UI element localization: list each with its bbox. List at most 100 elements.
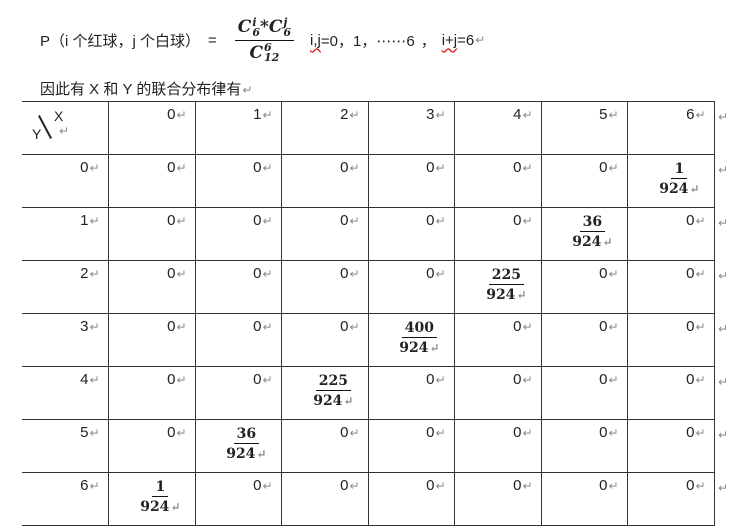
probability-fraction: 225 924↵ bbox=[486, 267, 526, 304]
cell-value: 0↵ bbox=[599, 159, 619, 176]
paragraph-mark: ↵ bbox=[256, 447, 267, 461]
cell-value: 0↵ bbox=[426, 424, 446, 441]
paragraph-mark: ↵ bbox=[176, 267, 187, 281]
paragraph-mark: ↵ bbox=[522, 214, 533, 228]
table-cell: 0↵ bbox=[626, 419, 715, 473]
paragraph-mark: ↵ bbox=[435, 373, 446, 387]
row-end-mark: ↵ bbox=[718, 215, 729, 230]
paragraph-mark: ↵ bbox=[516, 288, 527, 302]
paragraph-mark: ↵ bbox=[435, 426, 446, 440]
probability-fraction: 1 924↵ bbox=[659, 161, 699, 198]
table-cell: 0↵ bbox=[540, 313, 628, 367]
paragraph-mark: ↵ bbox=[695, 214, 706, 228]
table-cell: 36 924↵ bbox=[540, 207, 628, 261]
table-row: 2↵ 0↵ 0↵ 0↵ 0↵ 225 924↵ 0↵ 0↵ bbox=[22, 260, 715, 314]
paragraph-mark: ↵ bbox=[435, 108, 446, 122]
table-cell: 1 924↵ bbox=[626, 154, 715, 208]
row-end-mark: ↵ bbox=[718, 268, 729, 283]
condition-vars: i,j bbox=[310, 31, 321, 49]
table-cell: 0↵ bbox=[453, 154, 542, 208]
paragraph-mark: ↵ bbox=[608, 267, 619, 281]
paragraph-mark: ↵ bbox=[689, 182, 700, 196]
cell-value: 0↵ bbox=[167, 106, 187, 123]
paragraph-mark: ↵ bbox=[522, 373, 533, 387]
paragraph-mark: ↵ bbox=[695, 267, 706, 281]
cell-value: 0↵ bbox=[340, 265, 360, 282]
table-cell: 0↵ bbox=[367, 207, 455, 261]
fraction-numerator: 1 bbox=[671, 161, 688, 179]
table-cell: 0↵ bbox=[453, 419, 542, 473]
row-header: 2↵ bbox=[22, 260, 109, 314]
paragraph-mark: ↵ bbox=[608, 373, 619, 387]
table-cell: 0↵ bbox=[280, 154, 369, 208]
paragraph-mark: ↵ bbox=[349, 267, 360, 281]
cell-value: 0↵ bbox=[253, 318, 273, 335]
cell-value: 0↵ bbox=[426, 159, 446, 176]
paragraph-mark: ↵ bbox=[608, 320, 619, 334]
cell-value: 0↵ bbox=[599, 371, 619, 388]
row-end-mark: ↵ bbox=[718, 321, 729, 336]
paragraph-mark: ↵ bbox=[429, 341, 440, 355]
cell-value: 5↵ bbox=[599, 106, 619, 123]
paragraph-mark: ↵ bbox=[262, 320, 273, 334]
cell-value: 0↵ bbox=[340, 477, 360, 494]
column-header: 2↵ bbox=[280, 101, 369, 155]
table-cell: 0↵ bbox=[626, 313, 715, 367]
paragraph-mark: ↵ bbox=[89, 373, 100, 387]
table-cell: 0↵ bbox=[453, 366, 542, 420]
table-cell: 0↵ bbox=[453, 313, 542, 367]
table-cell: 0↵ bbox=[280, 419, 369, 473]
table-cell: 0↵ bbox=[194, 313, 282, 367]
fraction-denominator: 924↵ bbox=[140, 499, 181, 515]
cell-value: 0↵ bbox=[253, 159, 273, 176]
paragraph-mark: ↵ bbox=[262, 373, 273, 387]
table-cell: 0↵ bbox=[194, 260, 282, 314]
table-row: 6↵ 1 924↵ 0↵ 0↵ 0↵ 0↵ 0↵ 0↵ bbox=[22, 472, 715, 526]
cell-value: 0↵ bbox=[513, 371, 533, 388]
cell-value: 0↵ bbox=[513, 212, 533, 229]
cell-value: 0↵ bbox=[426, 371, 446, 388]
row-end-mark: ↵ bbox=[718, 374, 729, 389]
cell-value: 6↵ bbox=[686, 106, 706, 123]
condition-range: =0，1，⋯⋯6 bbox=[320, 32, 415, 50]
column-header: 6↵ bbox=[626, 101, 715, 155]
y-axis-label: Y bbox=[32, 126, 42, 142]
table-row: 0↵ 0↵ 0↵ 0↵ 0↵ 0↵ 0↵ 1 924↵ bbox=[22, 154, 715, 208]
paragraph-mark: ↵ bbox=[435, 267, 446, 281]
header-row: X Y ↵ 0↵ 1↵ 2↵ 3↵ 4↵ 5↵ 6↵ bbox=[22, 101, 715, 155]
paragraph-mark: ↵ bbox=[608, 426, 619, 440]
column-header: 1↵ bbox=[194, 101, 282, 155]
table-cell: 0↵ bbox=[367, 154, 455, 208]
joint-distribution-table: X Y ↵ 0↵ 1↵ 2↵ 3↵ 4↵ 5↵ 6↵ 0↵ 0↵ 0↵ 0↵ 0↵ 0↵ 0↵ 1 924↵ 1↵ 0↵… bbox=[22, 101, 715, 526]
cell-value: 0↵ bbox=[167, 159, 187, 176]
cell-value: 0↵ bbox=[513, 318, 533, 335]
paragraph-mark: ↵ bbox=[89, 161, 100, 175]
paragraph-mark: ↵ bbox=[349, 214, 360, 228]
table-cell: 0↵ bbox=[540, 260, 628, 314]
cell-value: 0↵ bbox=[340, 212, 360, 229]
table-cell: 0↵ bbox=[626, 472, 715, 526]
paragraph-mark: ↵ bbox=[89, 267, 100, 281]
table-cell: 0↵ bbox=[280, 472, 369, 526]
table-caption: 因此有 X 和 Y 的联合分布律有↵ bbox=[40, 81, 253, 98]
table-cell: 225 924↵ bbox=[280, 366, 369, 420]
table-cell: 0↵ bbox=[453, 207, 542, 261]
paragraph-mark: ↵ bbox=[349, 479, 360, 493]
cell-value: 0↵ bbox=[686, 212, 706, 229]
table-cell: 0↵ bbox=[107, 260, 196, 314]
cell-value: 0↵ bbox=[253, 212, 273, 229]
table-cell: 0↵ bbox=[107, 154, 196, 208]
row-end-mark: ↵ bbox=[718, 480, 729, 495]
cell-value: 5↵ bbox=[80, 424, 100, 441]
probability-fraction: 400 924↵ bbox=[399, 320, 439, 357]
row-header: 4↵ bbox=[22, 366, 109, 420]
table-cell: 0↵ bbox=[540, 472, 628, 526]
cell-value: 6↵ bbox=[80, 477, 100, 494]
table-cell: 400 924↵ bbox=[367, 313, 455, 367]
paragraph-mark: ↵ bbox=[522, 426, 533, 440]
column-header: 5↵ bbox=[540, 101, 628, 155]
cell-value: 0↵ bbox=[426, 212, 446, 229]
paragraph-mark: ↵ bbox=[262, 267, 273, 281]
